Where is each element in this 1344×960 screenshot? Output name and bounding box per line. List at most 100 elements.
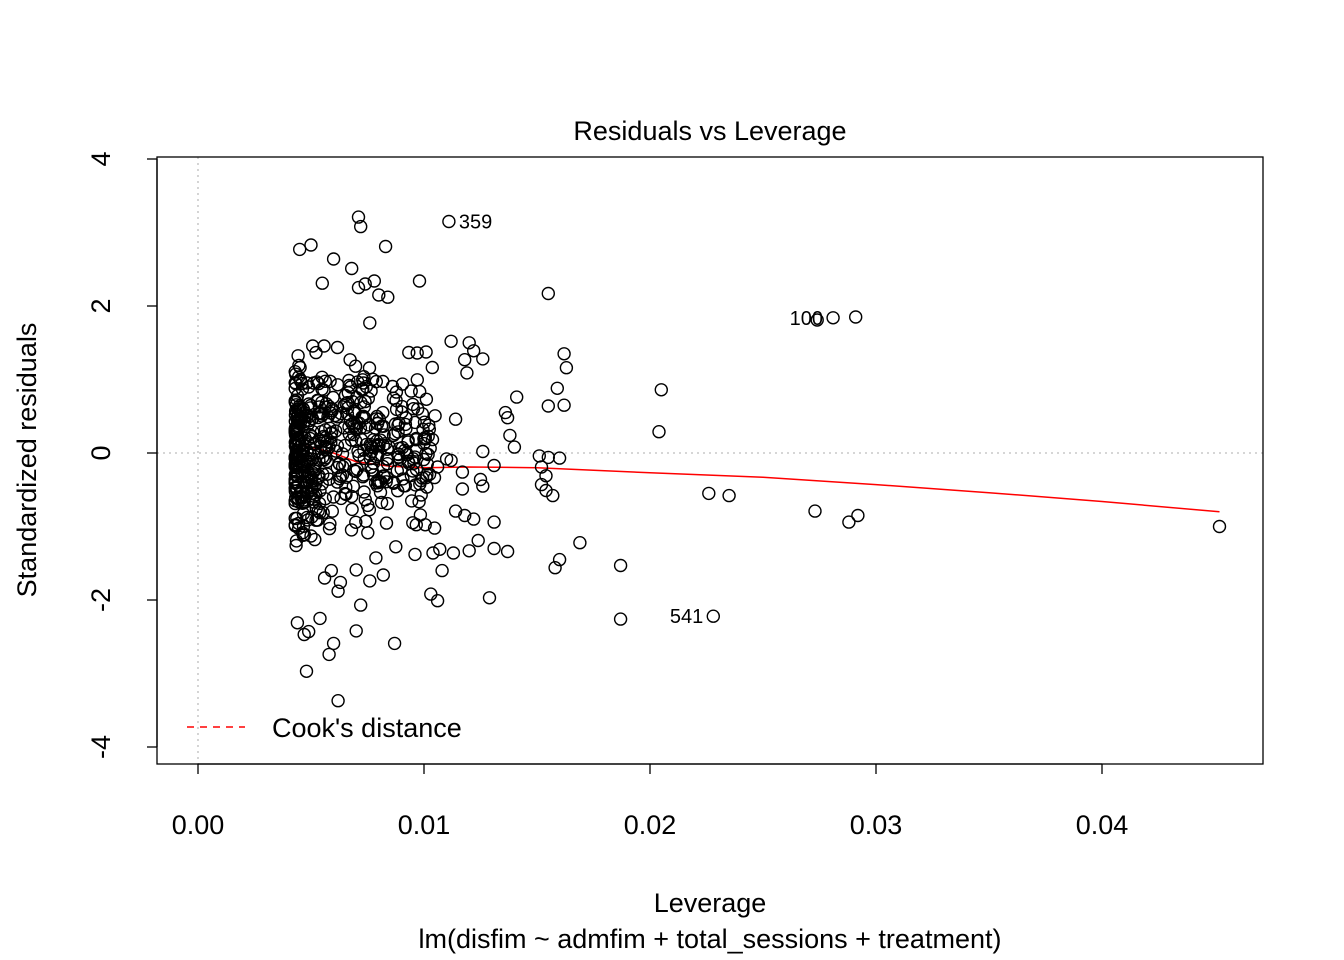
data-point [652,425,666,439]
data-point [446,546,461,560]
data-point [325,504,339,518]
data-point [289,367,303,381]
data-point [408,547,422,562]
x-axis-label: Leverage [654,888,767,918]
legend: Cook's distance [187,713,462,743]
data-point [389,540,403,554]
data-point [295,376,309,391]
data-point [315,276,329,290]
data-point [421,429,435,443]
data-point [307,464,322,478]
data-point [410,373,424,387]
data-point [422,418,436,432]
data-point [487,458,501,473]
labeled-data-point [706,609,720,623]
data-point [322,399,336,413]
data-point [312,433,326,447]
data-point [467,512,481,526]
data-point [358,493,372,507]
data-point [307,489,321,503]
chart-title: Residuals vs Leverage [573,116,846,146]
data-point [444,334,458,348]
data-point [315,370,329,384]
data-point [851,508,865,523]
data-point [363,574,377,588]
point-labels-layer: 359 100 541 [459,211,823,628]
data-point [433,542,447,556]
data-point [349,563,363,577]
data-point [330,410,345,424]
data-point [392,416,406,430]
data-point [460,366,474,380]
y-tick-label: 0 [86,445,116,460]
data-point [304,238,318,252]
data-point [293,242,307,257]
data-point [409,433,423,447]
data-point [546,488,560,503]
data-point [412,495,426,509]
points-layer [288,210,1227,708]
data-point [417,415,432,429]
data-point [290,465,305,479]
data-point [380,452,394,466]
data-point [288,408,303,422]
data-point [326,636,341,651]
data-point [462,336,476,350]
data-point [408,450,422,464]
data-point [310,375,324,389]
data-point [330,340,345,355]
data-point [386,428,401,443]
data-point [326,252,341,266]
data-point [476,352,490,366]
data-point [849,310,863,324]
data-point [354,598,368,612]
data-point [404,468,418,483]
y-axis: -4 -2 0 2 4 [86,151,158,759]
data-point [810,313,824,327]
data-point [557,398,571,412]
data-point [319,440,333,454]
x-tick-label: 0.02 [624,810,677,840]
x-tick-label: 0.01 [398,810,451,840]
data-point [312,453,326,467]
data-point [345,502,359,517]
data-point [448,412,463,426]
data-point [503,428,517,443]
data-point [330,460,344,475]
data-point [303,401,318,415]
data-point [361,526,375,540]
data-point [307,446,321,460]
data-point [389,393,403,408]
data-point [370,473,385,488]
data-point [510,390,524,404]
legend-label-cooks-distance: Cook's distance [272,713,462,743]
x-tick-label: 0.03 [850,810,903,840]
data-point [402,345,416,360]
data-point [419,392,434,406]
data-point [376,568,390,582]
data-point [427,521,442,535]
data-point [374,495,389,510]
data-point [313,611,327,626]
data-point [354,219,368,234]
data-point [289,439,303,453]
data-point [455,465,470,479]
data-point [302,624,316,639]
data-point [424,587,438,601]
data-point [300,510,314,525]
data-point [370,479,384,493]
data-point [458,353,472,367]
data-point [344,523,359,537]
data-point [339,487,353,502]
data-point [288,452,303,466]
point-label: 359 [459,211,492,233]
data-point [573,536,587,550]
data-point [324,563,338,578]
data-point [471,533,485,548]
data-point [404,384,418,398]
data-point [408,415,422,430]
data-point [293,447,307,462]
data-point [425,432,440,447]
reference-lines [157,157,1263,764]
